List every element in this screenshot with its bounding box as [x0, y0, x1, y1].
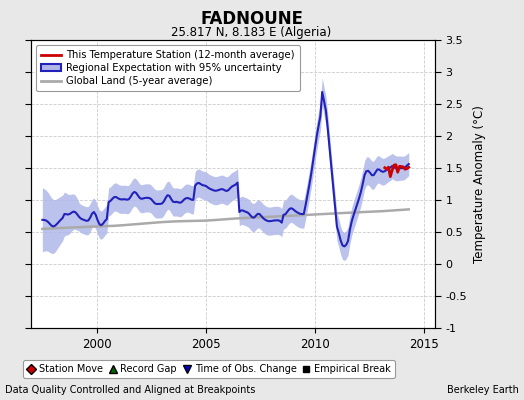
Y-axis label: Temperature Anomaly (°C): Temperature Anomaly (°C) — [473, 105, 486, 263]
Text: Data Quality Controlled and Aligned at Breakpoints: Data Quality Controlled and Aligned at B… — [5, 385, 256, 395]
Text: FADNOUNE: FADNOUNE — [200, 10, 303, 28]
Text: Berkeley Earth: Berkeley Earth — [447, 385, 519, 395]
Text: 25.817 N, 8.183 E (Algeria): 25.817 N, 8.183 E (Algeria) — [171, 26, 332, 39]
Legend: Station Move, Record Gap, Time of Obs. Change, Empirical Break: Station Move, Record Gap, Time of Obs. C… — [24, 360, 395, 378]
